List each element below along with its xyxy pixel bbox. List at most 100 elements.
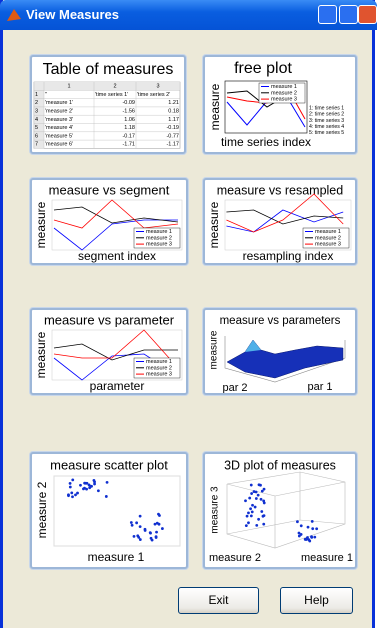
- point: [85, 487, 88, 491]
- exit-button[interactable]: Exit: [178, 587, 259, 614]
- table-cell: 1: [35, 92, 38, 98]
- point: [247, 521, 250, 525]
- legend-label: measure 2: [146, 365, 172, 371]
- point: [257, 517, 260, 521]
- scatter3d-button[interactable]: 3D plot of measures measure 3 measure 2 …: [203, 452, 357, 569]
- point: [259, 497, 263, 501]
- table-cell: 'measure 3': [45, 117, 73, 123]
- panel-title: Table of measures: [43, 61, 174, 78]
- column-header: 3: [156, 84, 159, 90]
- table-cell: 6: [35, 133, 38, 139]
- table-cell: '': [45, 92, 47, 98]
- point: [247, 511, 250, 515]
- point: [262, 501, 266, 505]
- table-cell: 'measure 6': [45, 142, 73, 148]
- point: [253, 505, 257, 509]
- point: [129, 521, 133, 524]
- legend-label: measure 3: [146, 242, 172, 248]
- parameter-button[interactable]: measure vs parameter measure 1 measure 2 me…: [30, 308, 188, 395]
- line: [53, 199, 179, 229]
- table-cell: -1.17: [166, 142, 179, 148]
- panel-title: measure scatter plot: [50, 457, 168, 472]
- point: [71, 495, 74, 499]
- point: [307, 538, 311, 542]
- point: [262, 522, 266, 526]
- point: [130, 523, 134, 527]
- legend-label: measure 3: [146, 372, 172, 378]
- point: [68, 485, 72, 489]
- panel-title: measure vs segment: [49, 182, 170, 197]
- point: [310, 519, 314, 523]
- point: [157, 522, 161, 526]
- point: [138, 514, 142, 518]
- help-button[interactable]: Help: [280, 587, 353, 614]
- point: [138, 525, 142, 528]
- y-label: measure 2: [209, 552, 261, 564]
- point: [143, 527, 147, 531]
- table-cell: -1.71: [122, 142, 135, 148]
- point: [70, 491, 74, 495]
- panel-title: 3D plot of measures: [224, 458, 336, 472]
- legend-label: measure 2: [146, 235, 172, 241]
- point: [96, 489, 100, 493]
- point: [244, 524, 248, 528]
- point: [310, 535, 314, 539]
- y-label: measure: [208, 83, 222, 130]
- table-cell: 'measure 4': [45, 125, 73, 131]
- legend-label: measure 2: [315, 235, 341, 241]
- point: [254, 497, 258, 500]
- point: [256, 493, 260, 497]
- point: [71, 478, 75, 482]
- table-cell: 'measure 2': [45, 109, 73, 115]
- legend-box: [258, 82, 306, 104]
- point: [249, 483, 253, 487]
- panel-title: measure vs parameter: [44, 312, 175, 327]
- legend-label: measure 1: [146, 229, 172, 235]
- note: 5: time series 5: [309, 130, 344, 136]
- x-label: segment index: [78, 249, 156, 263]
- parameters-button[interactable]: measure vs parameters measure par 2 par …: [203, 308, 357, 395]
- table-button[interactable]: Table of measures 1 2 3 1 '' 'time series 1' '…: [30, 55, 186, 154]
- axes: [224, 336, 346, 383]
- point: [249, 507, 252, 511]
- table-cell: -0.17: [122, 133, 135, 139]
- point: [135, 521, 139, 525]
- y-label: measure 2: [35, 481, 49, 538]
- table-cell: 3: [35, 109, 38, 115]
- point: [296, 520, 299, 524]
- point: [250, 492, 254, 495]
- point: [261, 514, 265, 518]
- x-label: resampling index: [243, 249, 334, 263]
- axes: [226, 471, 346, 549]
- point: [149, 531, 152, 535]
- maximize-button[interactable]: [339, 5, 358, 24]
- point: [104, 495, 108, 498]
- scatter-button[interactable]: measure scatter plot measure 2 measure 1: [30, 452, 188, 569]
- free-plot-button[interactable]: free plot measure 1 measure 2 measure 3 1:…: [203, 55, 357, 154]
- y-label: par 2: [222, 382, 247, 393]
- point: [260, 510, 264, 513]
- point: [299, 533, 303, 536]
- column-header: 1: [67, 84, 70, 90]
- table-cell: 7: [35, 142, 38, 148]
- surface: [226, 339, 344, 379]
- point: [76, 491, 79, 495]
- segment-button[interactable]: measure vs segment measure 1 measure 2 meas…: [30, 178, 188, 265]
- point: [93, 482, 96, 486]
- app-icon: [7, 9, 21, 21]
- point: [154, 536, 158, 539]
- legend-box: [302, 227, 350, 249]
- point: [250, 510, 254, 514]
- thumbnail: measure scatter plot measure 2 measure 1: [35, 457, 181, 564]
- resampled-button[interactable]: measure vs resampled measure 1 measure 2 me…: [203, 178, 357, 265]
- point: [248, 496, 252, 500]
- close-button[interactable]: [358, 5, 377, 24]
- panel-title: measure vs resampled: [217, 183, 343, 197]
- point: [82, 487, 85, 491]
- x-label: measure 1: [88, 550, 145, 564]
- minimize-button[interactable]: [318, 5, 337, 24]
- point: [251, 503, 254, 507]
